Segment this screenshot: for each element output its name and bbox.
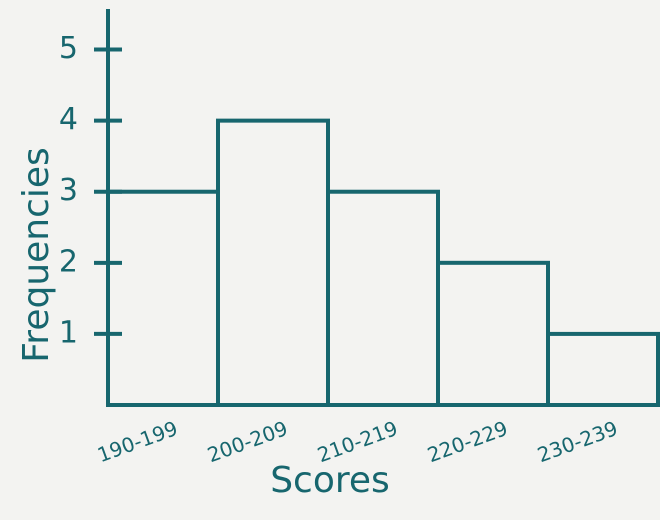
bar xyxy=(436,260,550,407)
bar xyxy=(326,189,440,407)
y-tick-label: 5 xyxy=(59,31,78,66)
x-axis-title: Scores xyxy=(270,460,390,501)
x-tick-label: 220-229 xyxy=(424,416,511,467)
y-tick-label: 3 xyxy=(59,173,78,208)
bar xyxy=(216,118,330,408)
y-axis-title: Frequencies xyxy=(16,147,57,363)
bar xyxy=(106,189,220,407)
bar xyxy=(546,331,660,407)
y-tick-label: 4 xyxy=(59,102,78,137)
x-tick-label: 190-199 xyxy=(94,416,181,467)
y-tick-label: 2 xyxy=(59,244,78,279)
y-tick-label: 1 xyxy=(59,315,78,350)
x-tick-label: 230-239 xyxy=(534,416,621,467)
